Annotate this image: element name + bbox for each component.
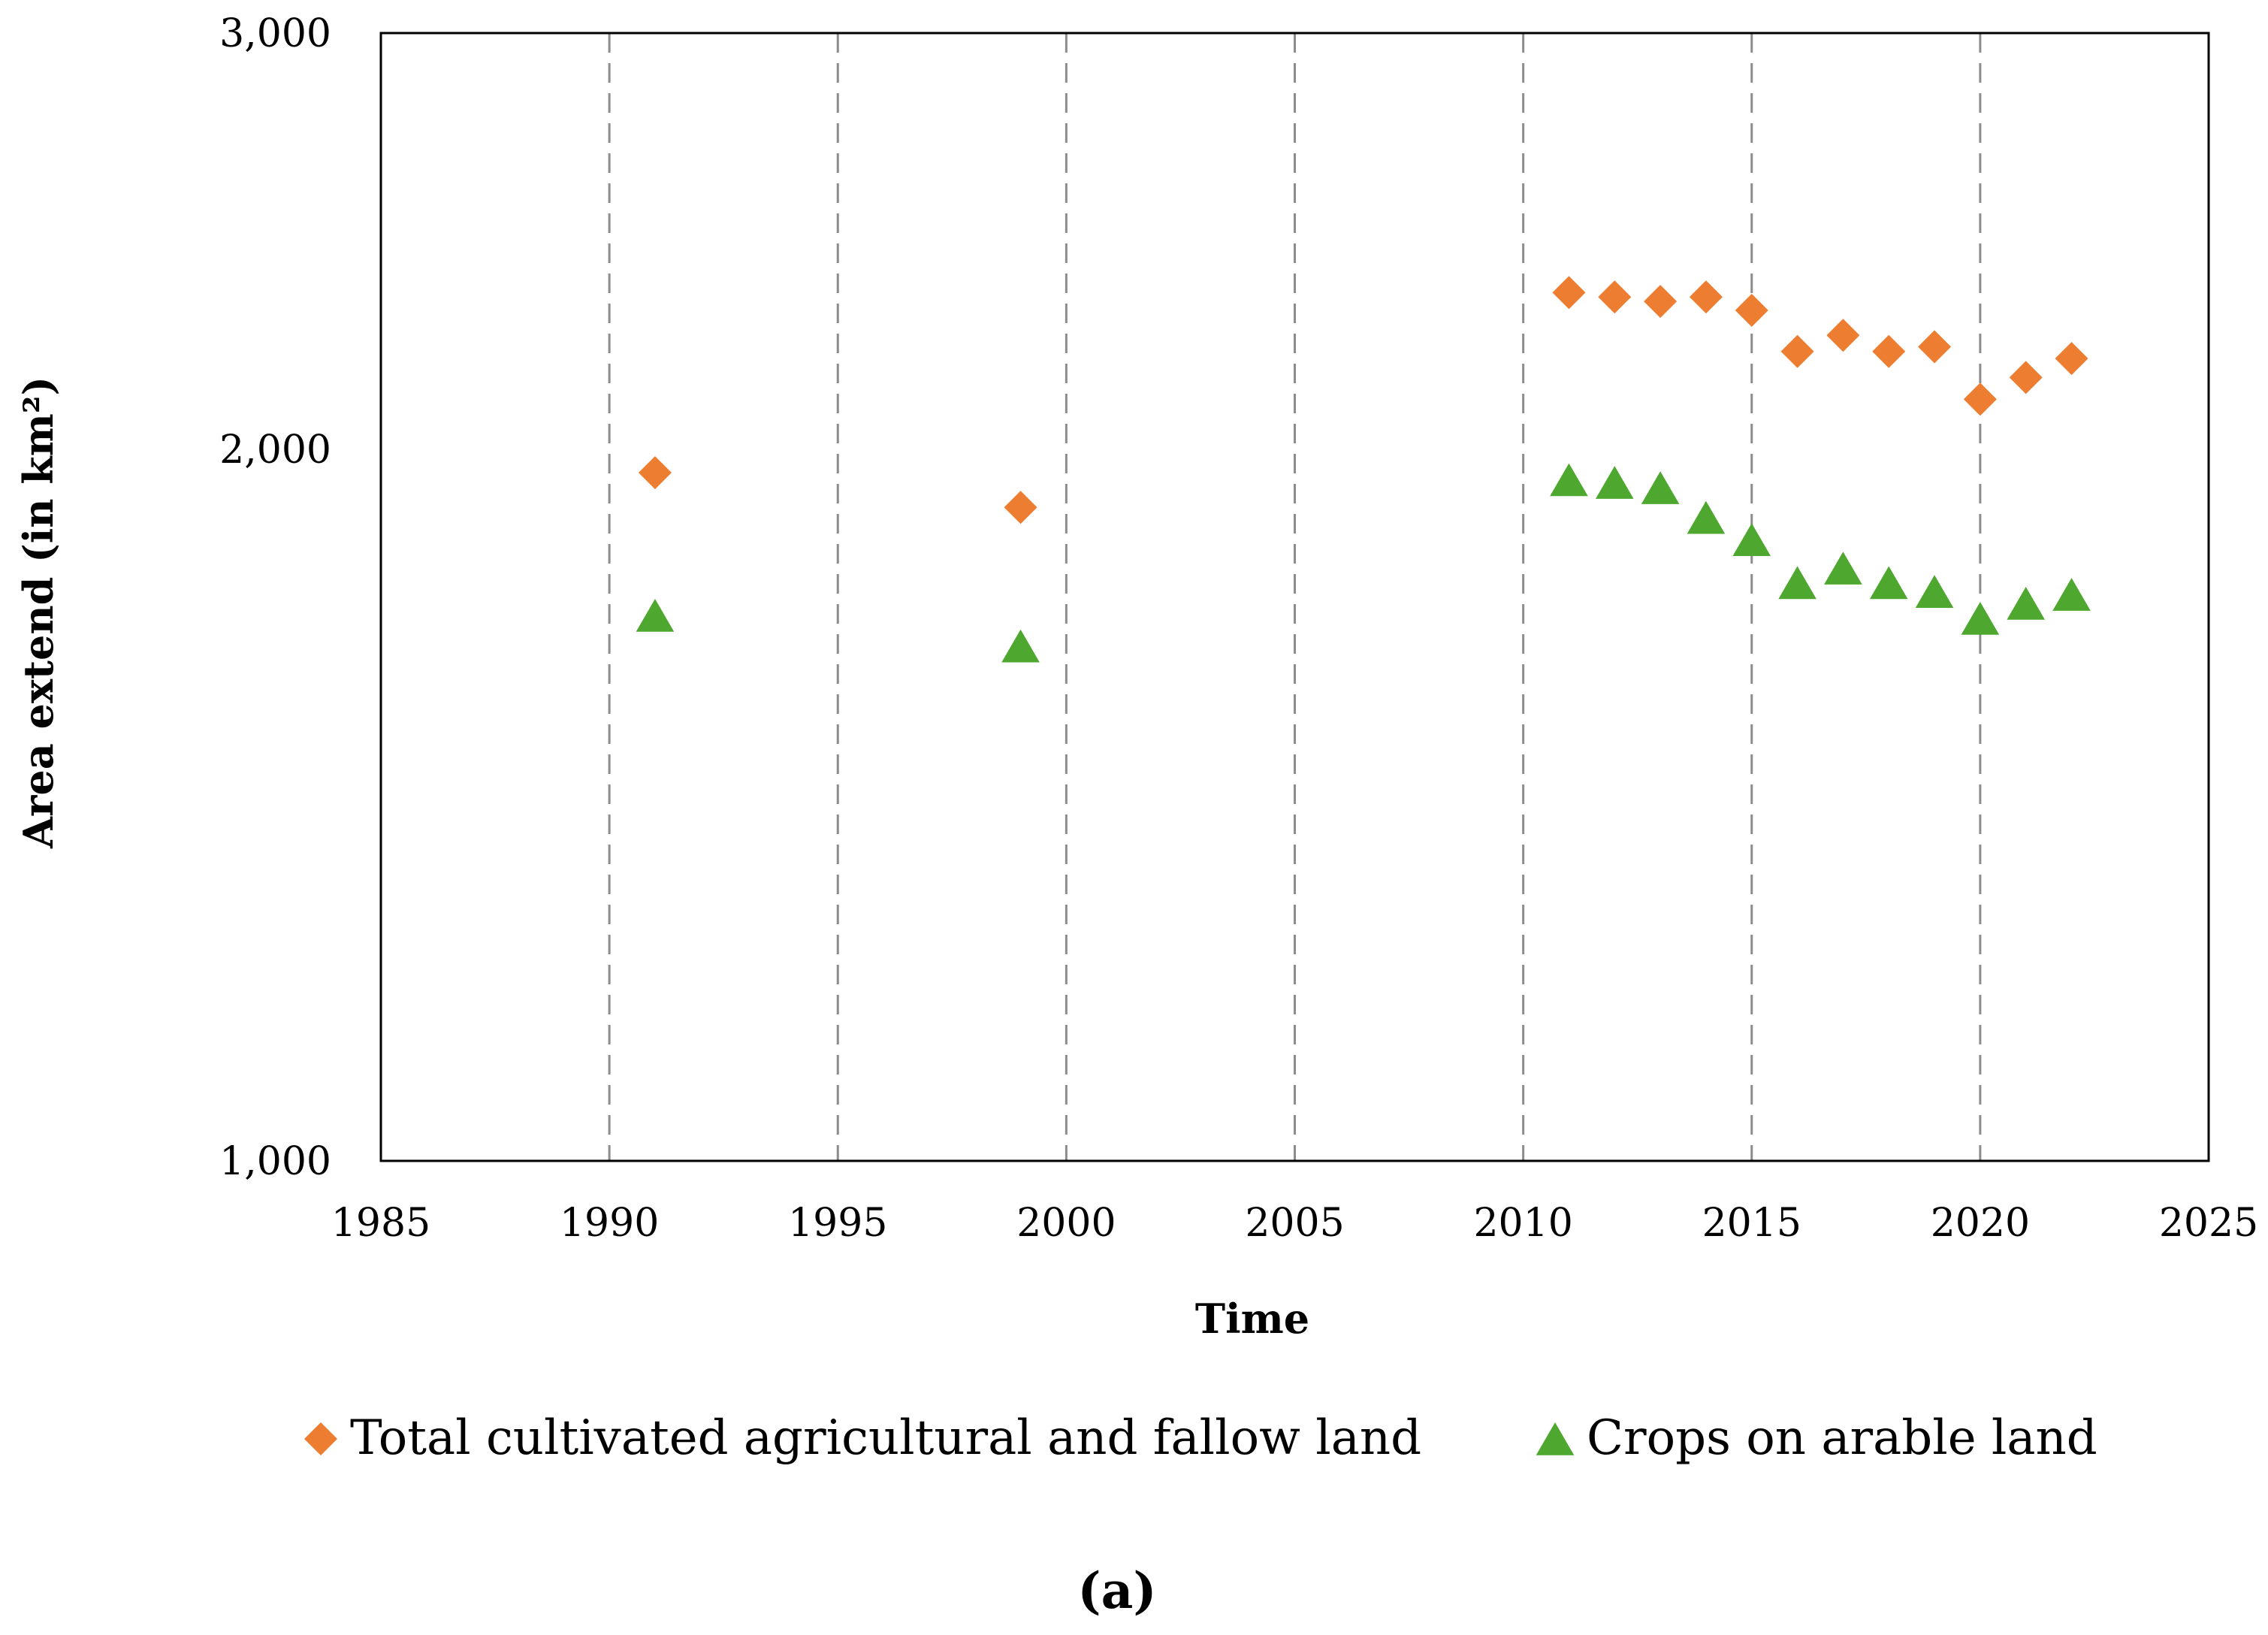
data-point-diamond-2013	[1644, 285, 1678, 319]
data-point-triangle-2020	[1961, 602, 2000, 635]
data-point-triangle-2011	[1550, 463, 1588, 497]
y-tick-label-1000: 1,000	[219, 1139, 331, 1184]
legend-label-total-cultivated: Total cultivated agricultural and fallow…	[350, 1410, 1421, 1466]
data-point-triangle-2014	[1687, 500, 1726, 534]
y-tick-label-2000: 2,000	[219, 428, 331, 473]
x-tick-label-1995: 1995	[788, 1201, 887, 1246]
y-axis-title: Area extend (in km²)	[14, 376, 62, 849]
y-axis-tick-labels: 1,000 2,000 3,000	[219, 11, 331, 1184]
y-tick-label-3000: 3,000	[219, 11, 331, 56]
plot-area-frame	[379, 32, 2210, 1162]
legend-triangle-marker	[1536, 1422, 1575, 1455]
data-point-triangle-2015	[1732, 523, 1771, 557]
x-tick-label-1990: 1990	[560, 1201, 659, 1246]
data-point-triangle-2016	[1778, 566, 1817, 600]
data-point-triangle-2012	[1595, 466, 1634, 499]
data-point-diamond-2014	[1689, 280, 1723, 314]
legend-label-crops-arable: Crops on arable land	[1587, 1410, 2097, 1466]
x-tick-label-2025: 2025	[2159, 1201, 2258, 1246]
x-tick-label-2015: 2015	[1702, 1201, 1801, 1246]
data-point-triangle-1991	[636, 599, 675, 632]
data-point-diamond-2016	[1780, 334, 1814, 368]
data-point-diamond-2012	[1598, 280, 1632, 314]
legend-diamond-marker	[304, 1422, 337, 1455]
data-point-diamond-1991	[638, 456, 672, 490]
data-point-diamond-2021	[2009, 361, 2043, 394]
data-point-triangle-2018	[1869, 566, 1908, 600]
panel-label: (a)	[1077, 1561, 1156, 1620]
data-point-diamond-2019	[1918, 330, 1952, 364]
x-tick-label-2020: 2020	[1931, 1201, 2030, 1246]
data-point-diamond-1999	[1004, 491, 1037, 524]
data-point-diamond-2017	[1826, 319, 1860, 352]
data-point-diamond-2020	[1963, 382, 1997, 416]
data-point-diamond-2018	[1872, 334, 1906, 368]
data-point-diamond-2011	[1552, 276, 1586, 310]
data-point-triangle-1999	[1001, 629, 1040, 663]
x-tick-label-2010: 2010	[1473, 1201, 1572, 1246]
data-point-triangle-2013	[1641, 471, 1680, 504]
data-point-diamond-2015	[1735, 293, 1768, 327]
data-point-triangle-2019	[1915, 575, 1954, 608]
data-point-triangle-2022	[2052, 578, 2091, 611]
x-axis-tick-labels: 1985 1990 1995 2000 2005 2010 2015 2020 2025	[331, 1201, 2258, 1246]
x-tick-label-2005: 2005	[1245, 1201, 1344, 1246]
x-tick-label-1985: 1985	[331, 1201, 430, 1246]
data-point-diamond-2022	[2055, 342, 2088, 376]
x-axis-title: Time	[1195, 1295, 1309, 1343]
data-series	[636, 276, 2091, 663]
legend-item-crops-arable: Crops on arable land	[1536, 1410, 2097, 1466]
series-0	[638, 276, 2088, 524]
series-1	[636, 463, 2091, 663]
data-point-triangle-2021	[2007, 587, 2045, 620]
data-point-triangle-2017	[1824, 552, 1862, 585]
x-tick-label-2000: 2000	[1016, 1201, 1116, 1246]
legend-item-total-cultivated: Total cultivated agricultural and fallow…	[304, 1410, 1421, 1466]
legend: Total cultivated agricultural and fallow…	[304, 1410, 2097, 1466]
gridlines	[608, 33, 1982, 1161]
